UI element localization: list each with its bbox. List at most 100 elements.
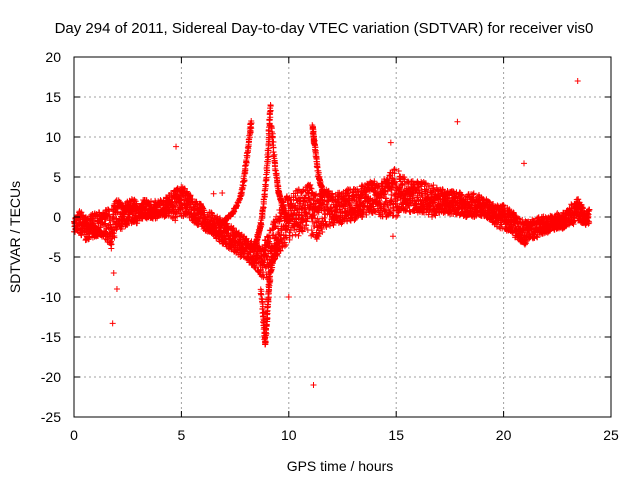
data-point [118, 225, 125, 232]
data-point [267, 102, 274, 108]
data-point [274, 237, 281, 244]
data-point [393, 213, 400, 220]
data-point [261, 191, 268, 198]
data-point [265, 281, 272, 288]
data-point [172, 202, 179, 209]
data-point [403, 207, 410, 214]
data-point [523, 237, 530, 244]
data-point [580, 205, 587, 212]
data-point [394, 212, 401, 219]
y-tick-label: 20 [45, 49, 61, 65]
data-point [389, 175, 396, 182]
data-point [407, 200, 414, 207]
data-point [320, 190, 327, 196]
data-point [310, 382, 317, 388]
data-point [292, 202, 299, 209]
data-point [311, 223, 318, 230]
data-point [383, 195, 390, 202]
data-point [321, 214, 328, 221]
plot-frame [73, 56, 612, 418]
data-point [216, 214, 223, 221]
data-point [381, 191, 388, 198]
data-point [363, 211, 370, 218]
data-point [173, 143, 180, 150]
data-point [262, 181, 269, 188]
data-point [292, 231, 299, 238]
data-point [298, 189, 305, 196]
data-point [291, 227, 298, 234]
data-point [391, 166, 398, 173]
data-point [105, 206, 112, 213]
data-point [242, 162, 249, 169]
data-point [219, 190, 226, 196]
data-point [133, 200, 140, 207]
data-point [187, 192, 194, 199]
data-point [208, 209, 215, 216]
chart-title: Day 294 of 2011, Sidereal Day-to-day VTE… [55, 20, 594, 37]
data-point [273, 174, 280, 181]
data-point [433, 184, 440, 191]
data-point [244, 144, 251, 151]
data-point [467, 205, 474, 212]
data-point [272, 167, 279, 174]
data-point [289, 232, 296, 239]
x-tick-label: 15 [388, 427, 404, 443]
data-point [427, 189, 434, 196]
data-point [109, 320, 116, 327]
data-point [500, 202, 507, 209]
data-point [309, 218, 316, 225]
data-point [290, 196, 297, 203]
data-point [412, 188, 419, 195]
y-axis-label: SDTVAR / TECUs [7, 181, 23, 293]
data-point [295, 232, 302, 239]
data-point [259, 272, 266, 279]
data-point [393, 181, 400, 188]
data-point [283, 234, 290, 241]
data-point [266, 240, 273, 247]
data-points [71, 78, 593, 388]
data-point [401, 176, 408, 183]
y-tick-label: 5 [53, 169, 61, 185]
data-point [114, 209, 121, 216]
y-tick-label: 0 [53, 209, 61, 225]
x-tick-label: 5 [178, 427, 186, 443]
y-tick-label: 15 [45, 89, 61, 105]
data-point [389, 233, 396, 240]
y-tick-label: -10 [41, 289, 61, 305]
data-point [303, 210, 310, 217]
data-point [285, 218, 292, 224]
data-point [390, 167, 397, 174]
data-point [281, 243, 288, 250]
data-point [522, 240, 529, 247]
data-point [201, 209, 208, 216]
data-point [309, 230, 316, 237]
data-point [375, 182, 382, 189]
data-point [307, 184, 314, 191]
data-point [248, 118, 255, 124]
x-tick-label: 20 [496, 427, 512, 443]
data-point [304, 215, 311, 222]
data-point [430, 187, 437, 194]
data-point [308, 227, 315, 234]
data-point [301, 225, 308, 232]
data-point [574, 78, 581, 84]
data-point [181, 185, 188, 192]
data-point [110, 230, 117, 237]
y-tick-label: -20 [41, 369, 61, 385]
y-tick-label: -15 [41, 329, 61, 345]
data-point [351, 217, 358, 224]
data-point [210, 190, 217, 197]
data-point [387, 139, 394, 146]
data-point [586, 206, 593, 213]
data-point [233, 203, 240, 210]
y-tick-label: -25 [41, 409, 61, 425]
data-point [395, 168, 402, 175]
data-point [171, 203, 178, 210]
data-point [288, 200, 295, 207]
data-point [575, 196, 582, 203]
data-point [113, 286, 120, 292]
data-point [108, 241, 115, 248]
data-point [102, 228, 109, 235]
data-point [110, 270, 117, 276]
